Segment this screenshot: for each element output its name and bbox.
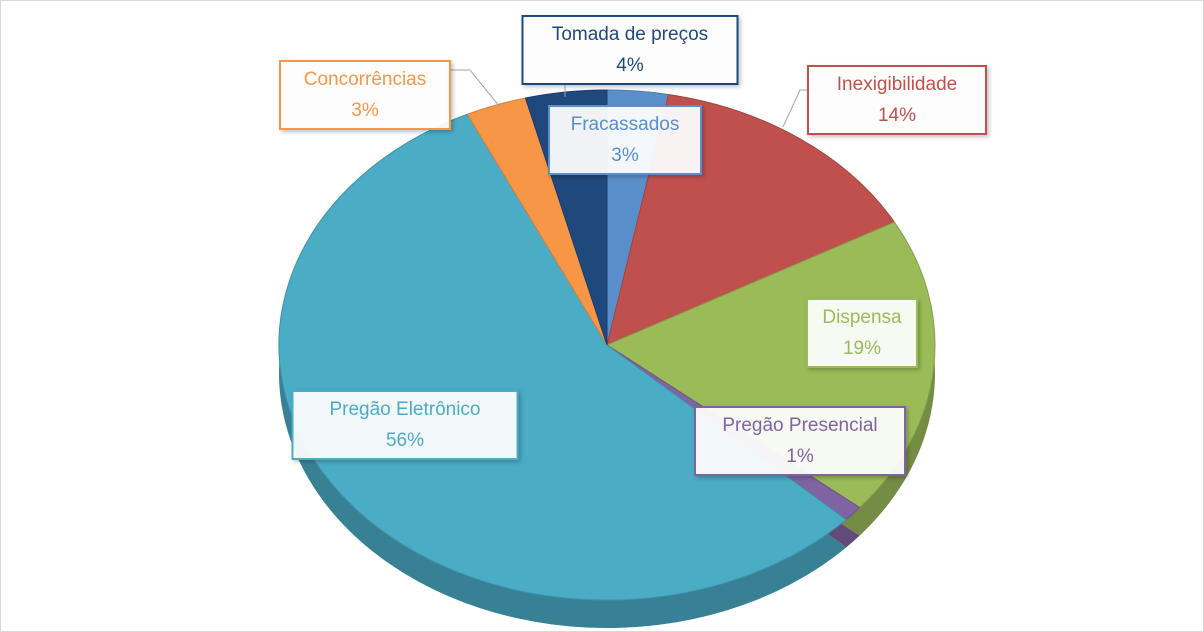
data-label-name: Concorrências xyxy=(304,69,427,90)
data-label-box xyxy=(291,390,519,460)
data-label-name: Pregão Eletrônico xyxy=(329,399,480,420)
slice xyxy=(278,113,847,601)
data-label-box xyxy=(548,105,702,175)
data-label-value: 14% xyxy=(878,105,916,126)
leader-line xyxy=(451,69,501,108)
data-label-name: Dispensa xyxy=(822,307,902,328)
data-label-name: Tomada de preços xyxy=(552,24,708,45)
data-label-name: Fracassados xyxy=(571,114,680,135)
data-label-value: 56% xyxy=(386,430,424,451)
data-label-box xyxy=(521,15,739,85)
data-label-value: 3% xyxy=(611,145,639,166)
data-label-name: Pregão Presencial xyxy=(722,415,877,436)
data-label-value: 19% xyxy=(843,338,881,359)
data-label-box xyxy=(806,298,918,368)
data-label-value: 3% xyxy=(351,100,379,121)
data-label-value: 1% xyxy=(786,446,814,467)
data-label-box xyxy=(807,65,987,135)
data-label-box xyxy=(694,406,906,476)
data-label-box xyxy=(279,60,451,130)
data-label-name: Inexigibilidade xyxy=(837,74,957,95)
data-label-value: 4% xyxy=(616,55,644,76)
